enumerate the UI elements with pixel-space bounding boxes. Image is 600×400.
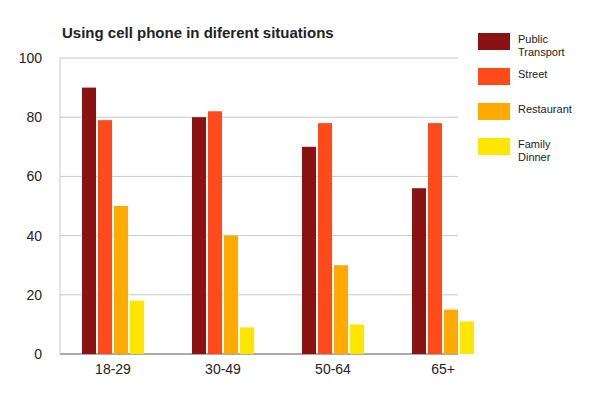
y-tick-label: 40 — [26, 228, 42, 244]
x-tick-label: 50-64 — [315, 361, 351, 377]
legend-swatch — [478, 138, 510, 155]
bar — [334, 265, 348, 354]
bar — [444, 310, 458, 354]
legend-label-line: Restaurant — [518, 103, 572, 115]
y-tick-label: 100 — [19, 50, 43, 66]
legend-swatch — [478, 103, 510, 120]
legend-label: Public Transport — [518, 33, 565, 58]
chart-root: Using cell phone in diferent situations 0… — [0, 0, 600, 400]
bar — [302, 147, 316, 354]
bar — [318, 123, 332, 354]
legend-label-line: Public — [518, 33, 551, 45]
chart-svg: Using cell phone in diferent situations 0… — [0, 0, 600, 400]
legend-label: Family Dinner — [518, 138, 553, 163]
x-tick-label: 65+ — [431, 361, 455, 377]
chart-title: Using cell phone in diferent situations — [62, 24, 334, 41]
bar — [114, 206, 128, 354]
grid-line — [60, 176, 458, 177]
bar — [82, 88, 96, 354]
y-tick-label: 60 — [26, 168, 42, 184]
bar — [130, 301, 144, 354]
bar — [98, 120, 112, 354]
legend-label: Restaurant — [518, 103, 572, 115]
legend-label: Street — [518, 68, 547, 80]
grid-line — [60, 117, 458, 118]
legend-label-line: Street — [518, 68, 547, 80]
legend-label-line: Transport — [518, 46, 565, 58]
legend-label-line: Dinner — [518, 151, 551, 163]
grid-line — [60, 58, 458, 59]
bar — [460, 321, 474, 354]
x-tick-label: 18-29 — [95, 361, 131, 377]
y-tick-label: 20 — [26, 287, 42, 303]
legend-swatch — [478, 33, 510, 50]
bar — [428, 123, 442, 354]
bars — [82, 88, 474, 354]
bar — [350, 324, 364, 354]
y-axis-line — [60, 58, 61, 354]
bar — [412, 188, 426, 354]
y-tick-label: 80 — [26, 109, 42, 125]
x-tick-label: 30-49 — [205, 361, 241, 377]
bar — [208, 111, 222, 354]
legend-label-line: Family — [518, 138, 553, 150]
legend: Public Transport Street Restaurant Family D… — [478, 33, 572, 163]
bar — [240, 327, 254, 354]
legend-swatch — [478, 68, 510, 85]
bar — [192, 117, 206, 354]
bar — [224, 236, 238, 354]
y-tick-label: 0 — [34, 346, 42, 362]
